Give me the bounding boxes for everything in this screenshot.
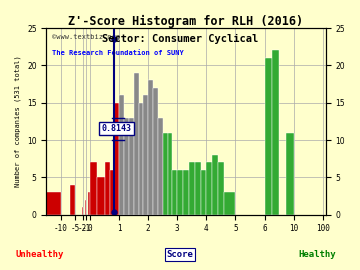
- Bar: [134, 73, 139, 215]
- Bar: [124, 118, 129, 215]
- Y-axis label: Number of companies (531 total): Number of companies (531 total): [15, 56, 22, 187]
- Bar: [272, 50, 279, 215]
- Bar: [218, 163, 224, 215]
- Text: 0.8143: 0.8143: [102, 124, 131, 133]
- Bar: [183, 170, 189, 215]
- Bar: [265, 58, 272, 215]
- Text: The Research Foundation of SUNY: The Research Foundation of SUNY: [52, 50, 184, 56]
- Bar: [97, 177, 104, 215]
- Bar: [158, 118, 163, 215]
- Bar: [189, 163, 195, 215]
- Bar: [82, 207, 83, 215]
- Text: Sector: Consumer Cyclical: Sector: Consumer Cyclical: [102, 34, 258, 44]
- Bar: [139, 103, 143, 215]
- Text: ©www.textbiz.org: ©www.textbiz.org: [52, 34, 120, 40]
- Bar: [177, 170, 183, 215]
- Bar: [85, 200, 86, 215]
- Bar: [172, 170, 177, 215]
- Bar: [104, 163, 109, 215]
- Text: Unhealthy: Unhealthy: [15, 250, 64, 259]
- Bar: [287, 133, 294, 215]
- Bar: [88, 192, 90, 215]
- Bar: [163, 133, 168, 215]
- Bar: [46, 192, 61, 215]
- Bar: [224, 192, 235, 215]
- Bar: [168, 133, 172, 215]
- Bar: [153, 88, 158, 215]
- Bar: [212, 155, 218, 215]
- Bar: [70, 185, 76, 215]
- Bar: [119, 95, 124, 215]
- Bar: [129, 118, 134, 215]
- Bar: [206, 163, 212, 215]
- Bar: [148, 80, 153, 215]
- Bar: [114, 103, 119, 215]
- Bar: [109, 170, 114, 215]
- Title: Z'-Score Histogram for RLH (2016): Z'-Score Histogram for RLH (2016): [68, 15, 303, 28]
- Text: Score: Score: [167, 250, 193, 259]
- Text: Healthy: Healthy: [298, 250, 336, 259]
- Bar: [195, 163, 201, 215]
- Bar: [143, 95, 148, 215]
- Bar: [201, 170, 206, 215]
- Bar: [90, 163, 97, 215]
